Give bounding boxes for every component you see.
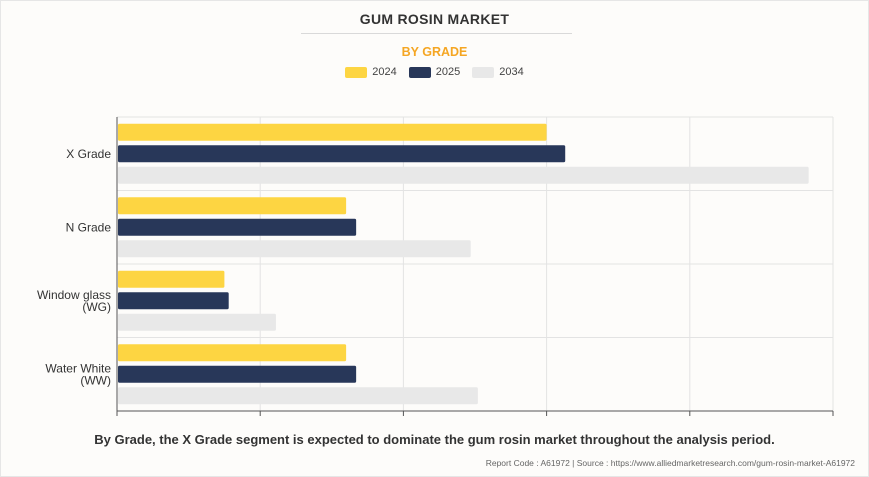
legend-item-2024[interactable]: 2024 xyxy=(345,66,397,78)
bar-2025-water-white xyxy=(118,365,357,383)
chart-subtitle: BY GRADE xyxy=(401,45,468,59)
bar-2025-x-grade xyxy=(118,145,566,163)
source-note: Report Code : A61972 | Source : https://… xyxy=(485,458,855,468)
legend-swatch-2034 xyxy=(472,66,495,78)
y-axis-tick-label-line: N Grade xyxy=(66,220,112,234)
bar-2024-n-grade xyxy=(118,197,347,215)
bar-2024-window-glass xyxy=(118,270,225,288)
y-axis-tick-label: Water White (WW) xyxy=(45,361,111,387)
y-axis-tick-label-line: Water White xyxy=(45,361,111,375)
legend: 2024 2025 2034 xyxy=(0,66,869,78)
y-axis-tick-label-line: X Grade xyxy=(66,147,111,161)
legend-swatch-2024 xyxy=(345,66,368,78)
y-axis-tick-label: N Grade xyxy=(66,220,112,234)
bar-2034-water-white xyxy=(118,387,478,405)
legend-swatch-2025 xyxy=(408,66,431,78)
bar-2034-window-glass xyxy=(118,313,276,331)
legend-label-2034: 2034 xyxy=(499,66,524,78)
legend-item-2025[interactable]: 2025 xyxy=(408,66,461,78)
chart-title: GUM ROSIN MARKET xyxy=(359,11,510,27)
bar-2025-window-glass xyxy=(118,292,229,310)
y-axis-tick-label-line: Window glass xyxy=(37,288,111,302)
legend-item-2034[interactable]: 2034 xyxy=(472,66,524,78)
bar-2025-n-grade xyxy=(118,218,357,236)
y-axis-tick-label-line: (WG) xyxy=(82,300,111,314)
bar-2034-n-grade xyxy=(118,240,471,258)
bar-2024-water-white xyxy=(118,344,347,362)
bar-2034-x-grade xyxy=(118,166,809,184)
bar-2024-x-grade xyxy=(118,123,547,141)
legend-label-2024: 2024 xyxy=(372,66,397,78)
y-axis-tick-label-line: (WW) xyxy=(80,373,111,387)
y-axis-tick-label: X Grade xyxy=(66,147,111,161)
chart-caption: By Grade, the X Grade segment is expecte… xyxy=(94,432,775,447)
title-divider xyxy=(301,33,572,34)
y-axis-tick-label: Window glass (WG) xyxy=(37,288,111,314)
legend-label-2025: 2025 xyxy=(435,66,461,78)
